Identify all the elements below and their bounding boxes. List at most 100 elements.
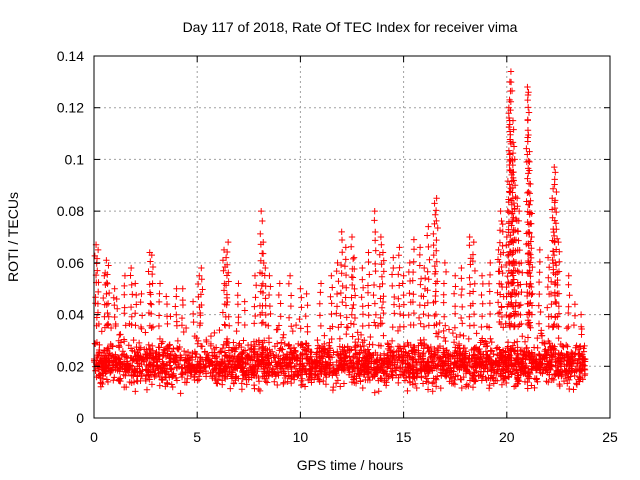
data-point — [451, 324, 459, 331]
data-point — [202, 367, 210, 375]
data-point — [470, 322, 478, 329]
data-point — [395, 271, 402, 278]
data-point — [337, 261, 345, 269]
data-point — [251, 303, 258, 310]
data-point — [107, 368, 114, 375]
data-point — [354, 357, 362, 365]
data-point — [359, 384, 366, 392]
data-point — [545, 347, 552, 354]
data-point — [396, 264, 403, 272]
data-point — [337, 383, 344, 390]
data-point — [242, 354, 250, 361]
data-point — [514, 351, 521, 359]
data-point — [147, 291, 154, 298]
data-point — [360, 342, 368, 350]
data-point — [280, 331, 287, 338]
data-point — [553, 226, 560, 233]
data-point — [285, 361, 292, 369]
data-point — [512, 258, 520, 266]
data-point — [499, 347, 507, 354]
data-point — [552, 300, 560, 307]
data-point — [515, 360, 522, 368]
data-point — [104, 300, 112, 307]
data-point — [555, 238, 562, 246]
data-point — [147, 359, 155, 367]
data-point — [518, 288, 525, 296]
data-point — [317, 280, 325, 287]
data-point — [191, 376, 198, 384]
data-point — [521, 338, 529, 345]
data-point — [525, 109, 533, 116]
data-point — [258, 352, 265, 360]
data-point — [430, 230, 437, 238]
data-point — [183, 379, 190, 386]
data-point — [509, 362, 516, 369]
data-point — [563, 350, 570, 358]
data-point — [476, 362, 483, 369]
data-point — [325, 342, 333, 349]
data-point — [155, 312, 163, 319]
data-point — [371, 237, 379, 244]
data-point — [437, 384, 444, 392]
data-point — [469, 371, 476, 379]
data-point — [433, 217, 440, 225]
data-point — [514, 203, 521, 210]
data-point — [304, 302, 311, 309]
data-point — [377, 320, 384, 328]
data-point — [341, 263, 349, 270]
data-point — [466, 368, 473, 376]
data-point — [544, 283, 552, 291]
data-point — [524, 370, 531, 377]
data-point — [333, 290, 341, 298]
data-point — [527, 254, 535, 262]
data-point — [507, 131, 514, 138]
data-point — [425, 379, 432, 386]
data-point — [189, 310, 197, 318]
data-point — [511, 286, 518, 294]
data-point — [383, 364, 391, 371]
data-point — [540, 366, 547, 374]
data-point — [504, 207, 511, 215]
data-point — [117, 359, 124, 367]
data-point — [284, 353, 291, 360]
data-point — [486, 353, 494, 360]
data-point — [536, 290, 543, 298]
data-point — [110, 377, 117, 384]
data-point — [488, 347, 496, 354]
data-point — [292, 362, 300, 370]
data-point — [259, 289, 267, 297]
data-point — [173, 364, 181, 372]
data-point — [511, 312, 518, 320]
data-point — [436, 319, 443, 327]
data-point — [126, 365, 133, 373]
data-point — [252, 294, 259, 301]
data-point — [410, 236, 418, 243]
data-point — [250, 371, 258, 378]
data-point — [543, 378, 550, 385]
data-point — [121, 310, 128, 317]
data-point — [262, 362, 270, 370]
data-point — [432, 311, 440, 318]
data-point — [342, 294, 349, 301]
data-point — [469, 384, 477, 391]
data-point — [496, 268, 503, 275]
data-point — [470, 238, 477, 246]
data-point — [133, 377, 140, 385]
data-point — [343, 314, 350, 321]
data-point — [97, 379, 105, 386]
data-point — [378, 261, 385, 268]
data-point — [262, 295, 269, 302]
data-point — [299, 381, 307, 388]
data-point — [124, 360, 131, 367]
data-point — [509, 272, 517, 279]
data-point — [104, 352, 112, 359]
data-point — [400, 272, 407, 279]
data-point — [430, 357, 438, 365]
data-point — [451, 359, 458, 366]
data-point — [173, 344, 181, 352]
data-point — [525, 89, 532, 96]
data-point — [371, 217, 378, 224]
data-point — [355, 335, 362, 343]
data-point — [390, 254, 397, 261]
data-point — [120, 358, 128, 365]
